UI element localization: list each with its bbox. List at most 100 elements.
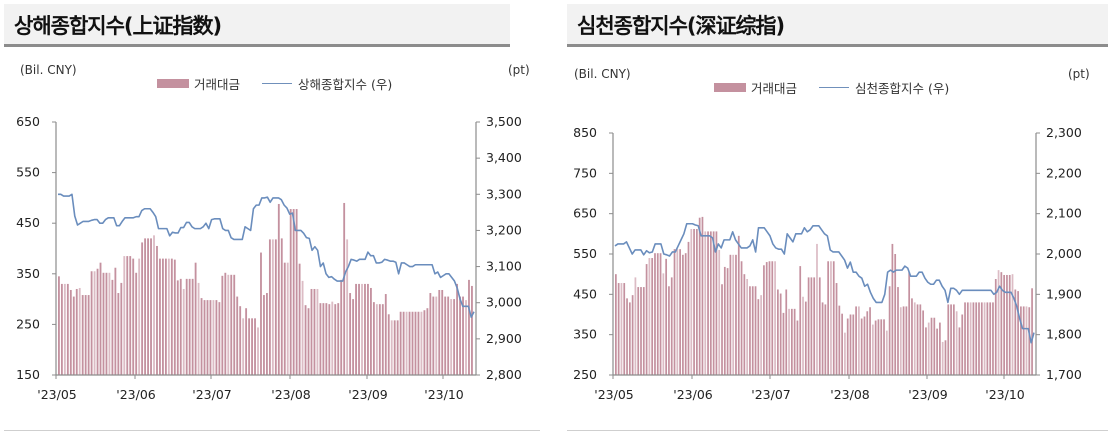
volume-bar [257, 327, 259, 375]
y-tick-label: 550 [16, 165, 40, 180]
chart-title: 심천종합지수(深证综指) [577, 14, 785, 38]
y-tick-label: 450 [573, 286, 597, 301]
volume-bar [972, 302, 975, 375]
volume-bar [1014, 289, 1017, 375]
volume-bar [185, 278, 188, 375]
volume-bar [156, 245, 158, 375]
volume-bar [429, 293, 432, 375]
y-tick-label: 350 [573, 327, 597, 342]
volume-bar [676, 249, 679, 375]
volume-bar [712, 231, 715, 375]
volume-bar [212, 300, 215, 375]
volume-bar [105, 272, 108, 375]
x-tick-label: '23/10 [424, 387, 464, 402]
volume-bar [1017, 291, 1019, 375]
volume-bar [718, 249, 721, 375]
volume-bar [913, 302, 916, 375]
y-tick-label: 750 [573, 165, 597, 180]
volume-bar [760, 295, 762, 375]
volume-bar [754, 286, 757, 375]
volume-bar [233, 274, 236, 375]
left-axis-unit: (Bil. CNY) [20, 63, 77, 77]
volume-bar [701, 216, 704, 375]
volume-bar [159, 258, 161, 375]
volume-bar [964, 302, 966, 375]
volume-bar [774, 261, 776, 375]
y2-tick-label: 3,400 [486, 150, 522, 165]
volume-bar [254, 318, 256, 375]
volume-bar [289, 209, 292, 375]
volume-bar [307, 308, 310, 375]
volume-bar [87, 295, 90, 375]
volume-bar [301, 280, 304, 375]
shanghai-panel: 상해종합지수(上证指数) (Bil. CNY) (pt) 거래대금 상해종합지수… [4, 4, 540, 431]
volume-bar [788, 308, 790, 375]
volume-bar [746, 279, 749, 375]
volume-bar [405, 311, 408, 375]
volume-bar [206, 300, 209, 375]
volume-bar [355, 283, 357, 375]
y2-tick-label: 2,300 [1046, 125, 1082, 140]
volume-bar [768, 261, 771, 375]
volume-bar [944, 340, 947, 375]
volume-bar [936, 328, 938, 375]
volume-bar [63, 283, 66, 375]
volume-bar [966, 302, 969, 375]
y-tick-label: 250 [16, 316, 40, 331]
volume-bar [615, 274, 617, 375]
volume-bar [997, 270, 1000, 375]
volume-bar [188, 278, 191, 375]
volume-bar [682, 254, 684, 375]
volume-bar [662, 273, 665, 375]
title-bar: 상해종합지수(上证指数) [4, 4, 510, 47]
volume-bar [286, 262, 289, 375]
shanghai-chart: 650 550 450 350 250 150 3,500 3,400 3,300 3,200 3,… [16, 114, 522, 402]
volume-bar [640, 287, 642, 375]
y-tick-label: 850 [573, 125, 597, 140]
volume-bar [642, 287, 645, 375]
volume-bar [852, 314, 855, 375]
volume-bar [844, 332, 846, 375]
volume-bar [170, 258, 173, 375]
volume-bar [721, 284, 723, 375]
volume-bar [378, 304, 381, 375]
volume-bar [230, 274, 233, 375]
volume-bar [874, 320, 877, 375]
volume-bar [260, 252, 262, 375]
volume-bar [93, 271, 96, 375]
volume-bar [251, 318, 253, 375]
legend-bar-swatch [714, 83, 746, 92]
volume-bar [894, 254, 897, 375]
volume-bar [396, 320, 399, 375]
volume-bar [807, 277, 810, 375]
volume-bar [617, 283, 620, 375]
volume-bar [179, 278, 182, 375]
volume-bar [123, 256, 126, 375]
volume-bar [248, 318, 251, 375]
x-tick-label: '23/05 [594, 387, 633, 402]
volume-bar [749, 286, 751, 375]
legend-line-label: 심천종합지수 (우) [855, 81, 950, 96]
volume-bar [432, 296, 435, 375]
volume-bar [841, 313, 843, 375]
volume-bar [824, 304, 827, 375]
legend-line-swatch [819, 87, 850, 88]
x-tick-label: '23/09 [348, 387, 388, 402]
volume-bar [922, 310, 924, 375]
volume-bar [182, 288, 185, 375]
volume-bar [623, 283, 626, 375]
volume-bar [969, 302, 972, 375]
volume-bar [114, 267, 117, 375]
y-tick-label: 150 [16, 367, 40, 382]
volume-bar [654, 253, 656, 375]
y-tick-label: 350 [16, 266, 40, 281]
volume-bar [450, 299, 453, 375]
volume-bar [735, 254, 737, 375]
volume-bar [919, 304, 922, 375]
shenzhen-panel: 심천종합지수(深证综指) (Bil. CNY) (pt) 거래대금 심천종합지수… [554, 0, 1108, 435]
x-tick-label: '23/06 [116, 387, 156, 402]
volume-bar [634, 277, 637, 375]
volume-bar [933, 317, 936, 375]
volume-bar [1000, 272, 1003, 375]
x-tick-label: '23/08 [830, 387, 870, 402]
